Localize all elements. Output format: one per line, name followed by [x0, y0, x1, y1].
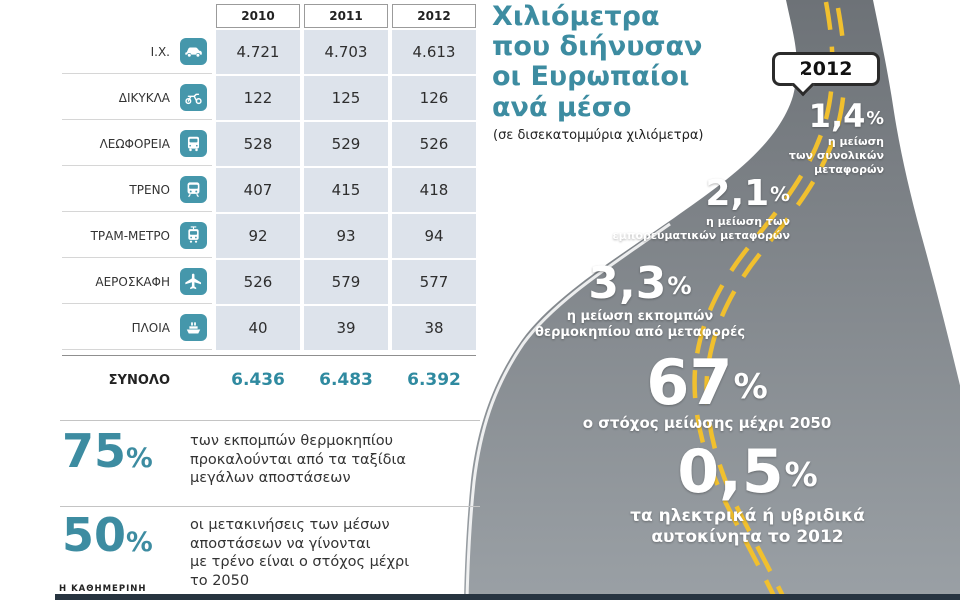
table-cell: 40	[216, 306, 300, 350]
table-cell: 122	[216, 76, 300, 120]
row-label-tram-metro: ΤΡΑΜ-ΜΕΤΡΟ	[62, 214, 212, 258]
percent-sign: %	[770, 183, 790, 207]
divider	[60, 420, 480, 421]
stat-value: 50%	[62, 508, 153, 562]
plane-icon	[180, 268, 207, 295]
column-header-2010: 2010	[216, 4, 300, 28]
percent-sign: %	[784, 455, 818, 495]
table-cell: 126	[392, 76, 476, 120]
total-row-label: ΣΥΝΟΛΟ	[108, 372, 170, 388]
table-cell: 528	[216, 122, 300, 166]
percent-sign: %	[126, 443, 153, 474]
road-stat-greenhouse-emissions: 3,3% η μείωση εκπομπών θερμοκηπίου από μ…	[520, 262, 760, 342]
row-label-buses: ΛΕΩΦΟΡΕΙΑ	[62, 122, 212, 166]
row-label-text: ΛΕΩΦΟΡΕΙΑ	[99, 136, 170, 151]
table-cell: 93	[304, 214, 388, 258]
row-label-motorcycles: ΔΙΚΥΚΛΑ	[62, 76, 212, 120]
total-value-2012: 6.392	[407, 370, 461, 390]
highlight-stat-50: 50% οι μετακινήσεις των μέσων αποστάσεων…	[62, 508, 482, 590]
row-label-text: ΠΛΟΙΑ	[131, 320, 170, 335]
row-label-trains: ΤΡΕΝΟ	[62, 168, 212, 212]
road-edge-line	[465, 222, 671, 600]
percent-sign: %	[866, 108, 884, 129]
highlight-stat-75: 75% των εκπομπών θερμοκηπίου προκαλούντα…	[62, 424, 482, 488]
bus-icon	[180, 130, 207, 157]
year-sign: 2012	[772, 52, 880, 86]
row-label-text: ΑΕΡΟΣΚΑΦΗ	[95, 274, 170, 289]
stat-value: 67%	[646, 346, 768, 419]
page-subtitle: (σε δισεκατομμύρια χιλιόμετρα)	[493, 128, 704, 143]
table-cell: 94	[392, 214, 476, 258]
table-cell: 415	[304, 168, 388, 212]
ship-icon	[180, 314, 207, 341]
row-label-text: Ι.Χ.	[150, 44, 170, 59]
row-label-aircraft: ΑΕΡΟΣΚΑΦΗ	[62, 260, 212, 304]
road-graphic	[464, 0, 960, 600]
table-cell: 39	[304, 306, 388, 350]
table-cell: 407	[216, 168, 300, 212]
road-stat-total-transport: 1,4% η μείωση των συνολικών μεταφορών	[714, 100, 884, 176]
stat-caption: η μείωση εκπομπών θερμοκηπίου από μεταφο…	[534, 309, 746, 341]
table-cell: 577	[392, 260, 476, 304]
percent-sign: %	[667, 271, 692, 300]
column-header-2011: 2011	[304, 4, 388, 28]
page-title: Χιλιόμετρα που διήνυσαν οι Ευρωπαίοι ανά…	[492, 1, 703, 123]
stat-caption: τα ηλεκτρικά ή υβριδικά αυτοκίνητα το 20…	[630, 506, 865, 548]
stat-caption: η μείωση των συνολικών μεταφορών	[788, 135, 884, 176]
transport-table: 2010 2011 2012 Ι.Χ. 4.721 4.703 4.613 ΔΙ…	[62, 4, 476, 400]
tram-icon	[180, 222, 207, 249]
stat-caption: η μείωση των εμπορευματικών μεταφορών	[612, 215, 790, 242]
table-cell: 526	[392, 122, 476, 166]
row-label-text: ΔΙΚΥΚΛΑ	[118, 90, 170, 105]
train-icon	[180, 176, 207, 203]
table-cell: 526	[216, 260, 300, 304]
row-label-ships: ΠΛΟΙΑ	[62, 306, 212, 350]
table-cell: 579	[304, 260, 388, 304]
row-label-text: ΤΡΕΝΟ	[129, 182, 170, 197]
column-header-2012: 2012	[392, 4, 476, 28]
total-value-2010: 6.436	[231, 370, 285, 390]
percent-sign: %	[733, 366, 768, 407]
table-corner-cell	[62, 4, 212, 28]
table-cell: 125	[304, 76, 388, 120]
brand-label: Η ΚΑΘΗΜΕΡΙΝΗ	[59, 584, 147, 594]
divider	[60, 506, 480, 507]
stat-value: 1,4%	[808, 97, 884, 135]
stat-value: 0,5%	[677, 437, 818, 507]
road-stat-2050-target: 67% ο στόχος μείωσης μέχρι 2050	[552, 352, 862, 433]
table-cell: 4.703	[304, 30, 388, 74]
table-cell: 4.613	[392, 30, 476, 74]
stat-text: των εκπομπών θερμοκηπίου προκαλούνται απ…	[190, 433, 406, 487]
road-center-line-2	[704, 7, 847, 600]
table-cell: 529	[304, 122, 388, 166]
row-label-text: ΤΡΑΜ-ΜΕΤΡΟ	[90, 228, 170, 243]
motorcycle-icon	[180, 84, 207, 111]
table-cell: 418	[392, 168, 476, 212]
table-cell: 92	[216, 214, 300, 258]
total-value-2011: 6.483	[319, 370, 373, 390]
row-label-cars: Ι.Χ.	[62, 30, 212, 74]
footer-bar	[55, 594, 960, 600]
road-center-line-1	[692, 1, 835, 600]
road-stat-electric-hybrid: 0,5% τα ηλεκτρικά ή υβριδικά αυτοκίνητα …	[575, 442, 920, 549]
stat-value: 75%	[62, 424, 153, 478]
stat-text: οι μετακινήσεις των μέσων αποστάσεων να …	[190, 517, 410, 589]
percent-sign: %	[126, 527, 153, 558]
road-surface	[464, 0, 960, 600]
total-separator	[62, 354, 476, 356]
stat-value: 3,3%	[588, 258, 692, 309]
car-icon	[180, 38, 207, 65]
stat-value: 2,1%	[705, 173, 790, 214]
table-cell: 38	[392, 306, 476, 350]
road-stat-freight-transport: 2,1% η μείωση των εμπορευματικών μεταφορ…	[580, 176, 790, 243]
stat-caption: ο στόχος μείωσης μέχρι 2050	[582, 414, 832, 432]
table-cell: 4.721	[216, 30, 300, 74]
